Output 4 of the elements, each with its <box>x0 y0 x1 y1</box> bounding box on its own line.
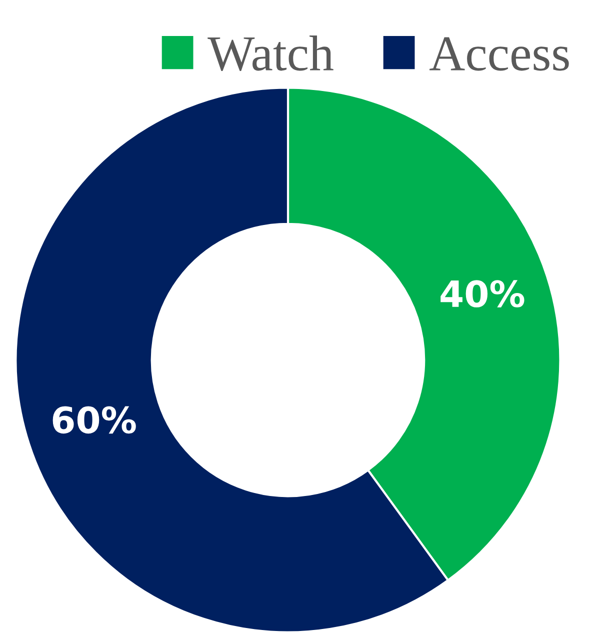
data-label: 40% <box>440 280 524 308</box>
legend-label: Watch <box>208 36 334 71</box>
legend-label: Access <box>430 37 569 71</box>
data-label: 60% <box>52 406 136 434</box>
